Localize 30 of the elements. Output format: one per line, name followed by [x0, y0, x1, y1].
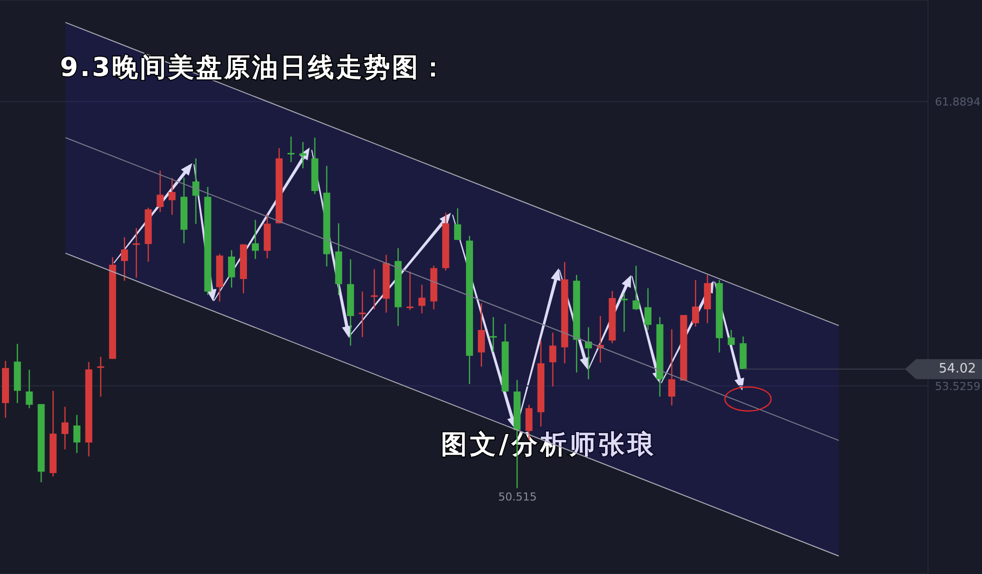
annotation: 50.515	[498, 490, 537, 504]
candlestick	[61, 406, 68, 450]
candlestick	[632, 265, 640, 311]
candlestick	[620, 292, 628, 332]
candlestick	[156, 170, 164, 213]
candlestick	[490, 316, 497, 352]
candlestick	[668, 328, 676, 406]
candlestick	[478, 302, 485, 368]
candlestick	[132, 227, 140, 278]
candlestick	[549, 332, 556, 388]
candlestick	[192, 158, 200, 225]
candlestick	[73, 414, 80, 454]
candlestick	[406, 270, 414, 311]
candlestick	[288, 136, 295, 163]
candlestick	[228, 250, 236, 288]
ref-line-label: 54.02	[938, 362, 976, 377]
candlestick	[358, 290, 366, 338]
candlestick	[168, 177, 176, 216]
candlestick	[418, 284, 426, 314]
candlestick	[728, 329, 735, 346]
candlestick	[454, 208, 462, 241]
candlestick	[120, 236, 128, 282]
candlestick	[692, 279, 700, 328]
y-tick-label: 61.8894	[935, 96, 980, 109]
candlestick	[644, 288, 652, 331]
candlestick	[97, 356, 104, 398]
candlestick	[26, 369, 33, 409]
candlestick	[370, 268, 378, 310]
candlestick	[252, 219, 259, 260]
y-tick-label: 53.5259	[935, 380, 980, 393]
